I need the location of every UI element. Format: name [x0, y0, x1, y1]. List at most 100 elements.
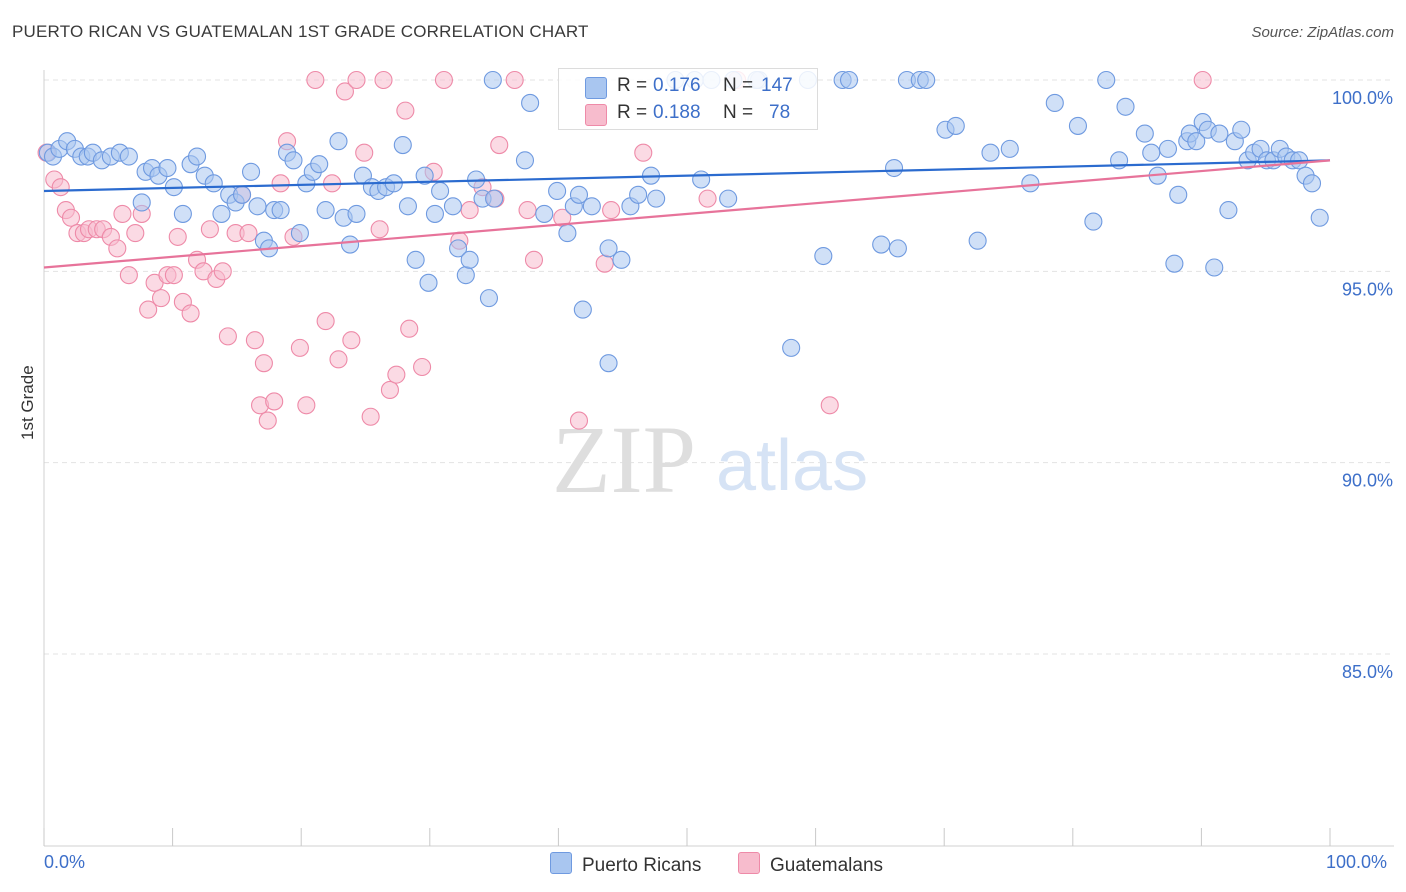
guatemalan-point: [254, 354, 273, 373]
guatemalan-point: [518, 201, 537, 220]
puerto-rican-point: [485, 189, 504, 208]
guatemalan-point: [490, 136, 509, 155]
puerto-rican-point: [119, 147, 138, 166]
legend-n-label: N =: [723, 75, 754, 96]
puerto-rican-point: [782, 338, 801, 357]
guatemalans-trend-line: [43, 159, 1331, 269]
guatemalan-point: [387, 365, 406, 384]
puerto-rican-point: [599, 239, 618, 258]
guatemalan-point: [139, 300, 158, 319]
guatemalan-point: [434, 70, 453, 90]
guatemalan-point: [400, 319, 419, 338]
correlation-legend: R = 0.176 N = 147 R = 0.188 N = 78: [558, 68, 818, 130]
y-tick-label: 85.0%: [1342, 662, 1393, 682]
guatemalan-point: [595, 254, 614, 273]
puerto-rican-point: [271, 201, 290, 220]
puerto-rican-point: [1310, 208, 1329, 227]
y-tick-label: 90.0%: [1342, 471, 1393, 491]
guatemalan-point: [361, 407, 380, 426]
puerto-rican-point: [629, 185, 648, 204]
puerto-rican-point: [406, 250, 425, 269]
guatemalan-point: [151, 289, 171, 308]
puerto-rican-point: [884, 158, 904, 178]
guatemalan-point: [602, 201, 621, 220]
puerto-ricans-points: [38, 70, 1329, 373]
puerto-rican-point: [284, 151, 303, 170]
y-tick-label: 95.0%: [1342, 279, 1393, 299]
guatemalan-point: [290, 338, 309, 357]
guatemalan-point: [505, 70, 524, 90]
puerto-rican-point: [1116, 97, 1135, 116]
y-tick-labels: 100.0% 95.0% 90.0% 85.0%: [1332, 88, 1393, 682]
puerto-rican-point: [1142, 143, 1161, 162]
puerto-rican-point: [393, 136, 412, 155]
watermark-atlas: atlas: [716, 426, 868, 506]
guatemalan-point: [168, 227, 187, 246]
guatemalan-point: [569, 411, 589, 430]
puerto-rican-point: [460, 250, 479, 269]
puerto-rican-point: [443, 197, 462, 216]
puerto-rican-point: [204, 174, 223, 193]
guatemalan-point: [335, 82, 354, 101]
puerto-rican-point: [888, 239, 907, 258]
guatemalan-point: [634, 143, 653, 162]
axes: [43, 70, 1394, 847]
puerto-rican-point: [558, 224, 577, 243]
guatemalan-point: [316, 312, 335, 331]
puerto-rican-point: [535, 204, 554, 223]
guatemalan-point: [271, 174, 290, 193]
guatemalan-point: [108, 239, 127, 258]
puerto-rican-point: [719, 189, 738, 208]
bottom-legend-swatch-blue: [550, 852, 572, 874]
puerto-rican-point: [814, 246, 833, 266]
guatemalan-point: [413, 357, 432, 377]
puerto-rican-point: [521, 93, 540, 113]
legend-swatch-blue: [585, 77, 607, 99]
puerto-rican-point: [1135, 124, 1154, 143]
puerto-rican-point: [415, 166, 434, 185]
puerto-rican-point: [1068, 116, 1087, 135]
source-label: Source: ZipAtlas.com: [1251, 24, 1394, 41]
puerto-rican-point: [483, 70, 502, 90]
legend-r-value: 0.176: [653, 75, 701, 96]
puerto-rican-point: [479, 289, 499, 308]
puerto-rican-point: [158, 158, 177, 178]
trend-lines: [43, 159, 1331, 269]
chart-title: PUERTO RICAN VS GUATEMALAN 1ST GRADE COR…: [12, 22, 589, 41]
puerto-rican-point: [1302, 174, 1322, 193]
guatemalan-point: [218, 327, 237, 346]
puerto-rican-point: [1187, 132, 1206, 151]
puerto-rican-point: [329, 132, 348, 151]
guatemalan-point: [524, 250, 544, 269]
puerto-rican-point: [872, 235, 891, 254]
puerto-rican-point: [1205, 258, 1224, 277]
legend-r-label: R =: [617, 75, 648, 96]
guatemalan-point: [698, 189, 717, 208]
puerto-rican-point: [187, 147, 207, 166]
puerto-rican-point: [1158, 139, 1178, 158]
guatemalan-point: [126, 224, 145, 243]
puerto-rican-point: [310, 155, 329, 174]
guatemalan-point: [306, 70, 325, 90]
guatemalan-point: [51, 178, 70, 197]
legend-n-value: 78: [769, 102, 791, 123]
puerto-rican-point: [1045, 93, 1064, 113]
puerto-rican-point: [132, 193, 151, 212]
guatemalan-point: [374, 70, 393, 90]
bottom-legend-puerto-ricans: Puerto Ricans: [550, 852, 701, 877]
puerto-rican-point: [839, 70, 859, 90]
puerto-rican-point: [1210, 124, 1229, 143]
guatemalan-point: [329, 350, 348, 369]
guatemalan-point: [200, 220, 219, 239]
puerto-rican-point: [573, 300, 592, 319]
guatemalan-point: [380, 380, 399, 400]
guatemalan-point: [181, 304, 200, 323]
puerto-rican-point: [946, 116, 965, 135]
guatemalan-point: [297, 396, 316, 415]
y-tick-label: 100.0%: [1332, 88, 1393, 108]
puerto-rican-point: [981, 143, 1000, 162]
puerto-rican-point: [212, 204, 231, 223]
guatemalan-point: [258, 411, 277, 430]
guatemalan-point: [213, 262, 232, 281]
guatemalan-point: [265, 392, 284, 411]
